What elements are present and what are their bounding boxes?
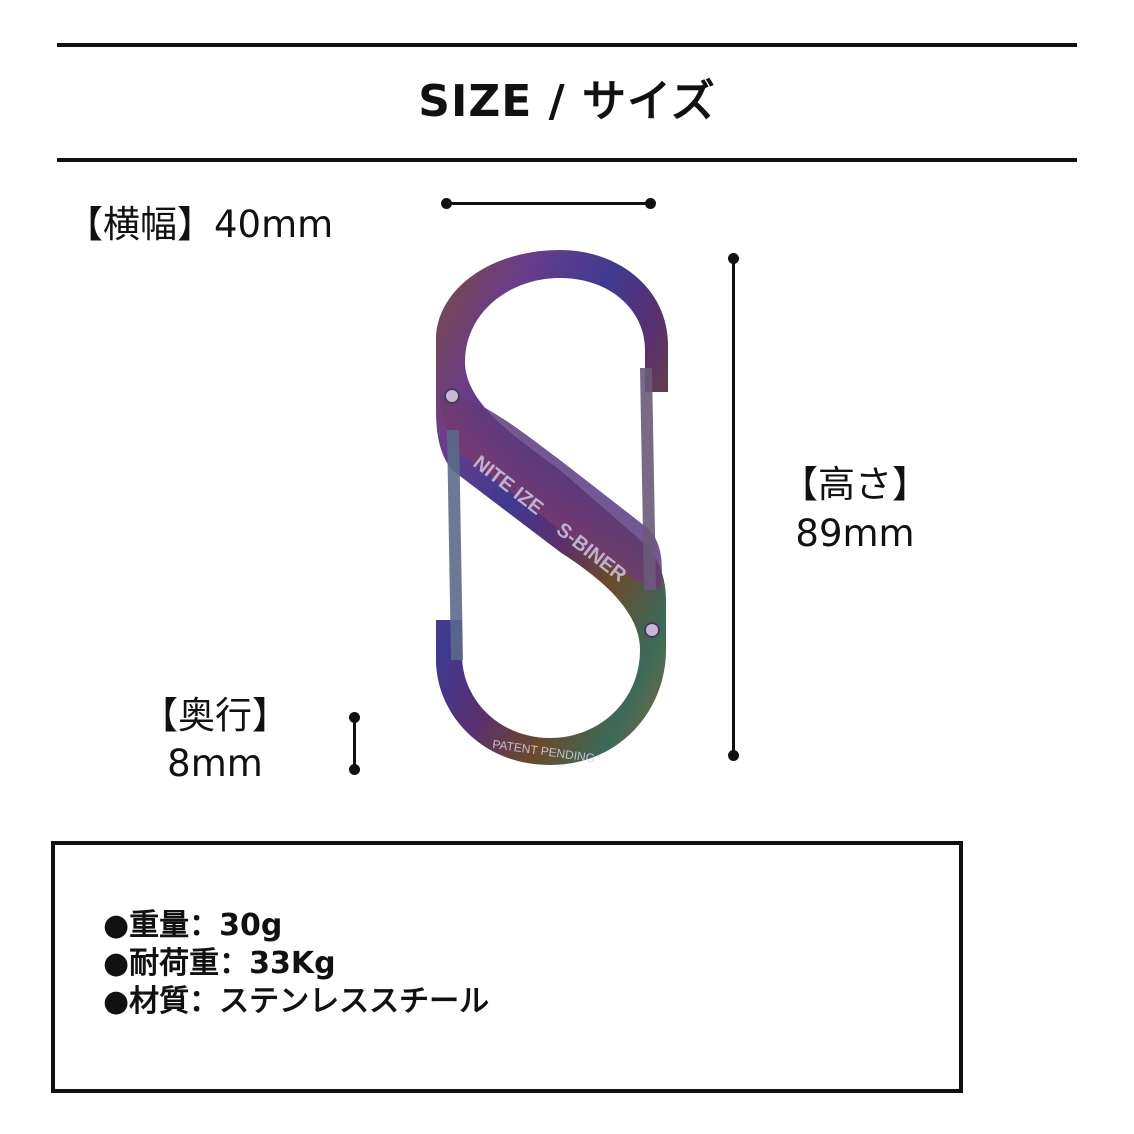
width-dimension-line: [446, 202, 650, 205]
s-biner-carabiner-image: NITE IZE S-BINER PATENT PENDING: [436, 250, 668, 765]
height-dimension-endpoint: [728, 750, 739, 761]
depth-value: 8mm: [167, 742, 263, 785]
top-rule: [57, 43, 1077, 47]
title-underline: [57, 158, 1077, 162]
height-dimension-line: [732, 258, 735, 755]
spec-material: ●材質：ステンレススチール: [103, 984, 490, 1019]
width-dimension-endpoint: [441, 198, 452, 209]
spec-list: ●重量：30g ●耐荷重：33Kg ●材質：ステンレススチール: [103, 907, 489, 1021]
width-label: 【横幅】40mm: [66, 203, 334, 246]
depth-dimension-line: [353, 717, 356, 769]
spec-load-capacity: ●耐荷重：33Kg: [103, 946, 336, 981]
height-value: 89mm: [795, 512, 915, 555]
width-dimension-endpoint: [645, 198, 656, 209]
depth-dimension-endpoint: [349, 764, 360, 775]
spec-box: ●重量：30g ●耐荷重：33Kg ●材質：ステンレススチール: [51, 841, 963, 1093]
depth-dimension-endpoint: [349, 712, 360, 723]
depth-label: 【奥行】: [141, 694, 289, 737]
height-dimension-endpoint: [728, 253, 739, 264]
spec-weight: ●重量：30g: [103, 908, 283, 943]
height-label: 【高さ】: [781, 463, 929, 506]
page-title: SIZE / サイズ: [418, 76, 716, 127]
